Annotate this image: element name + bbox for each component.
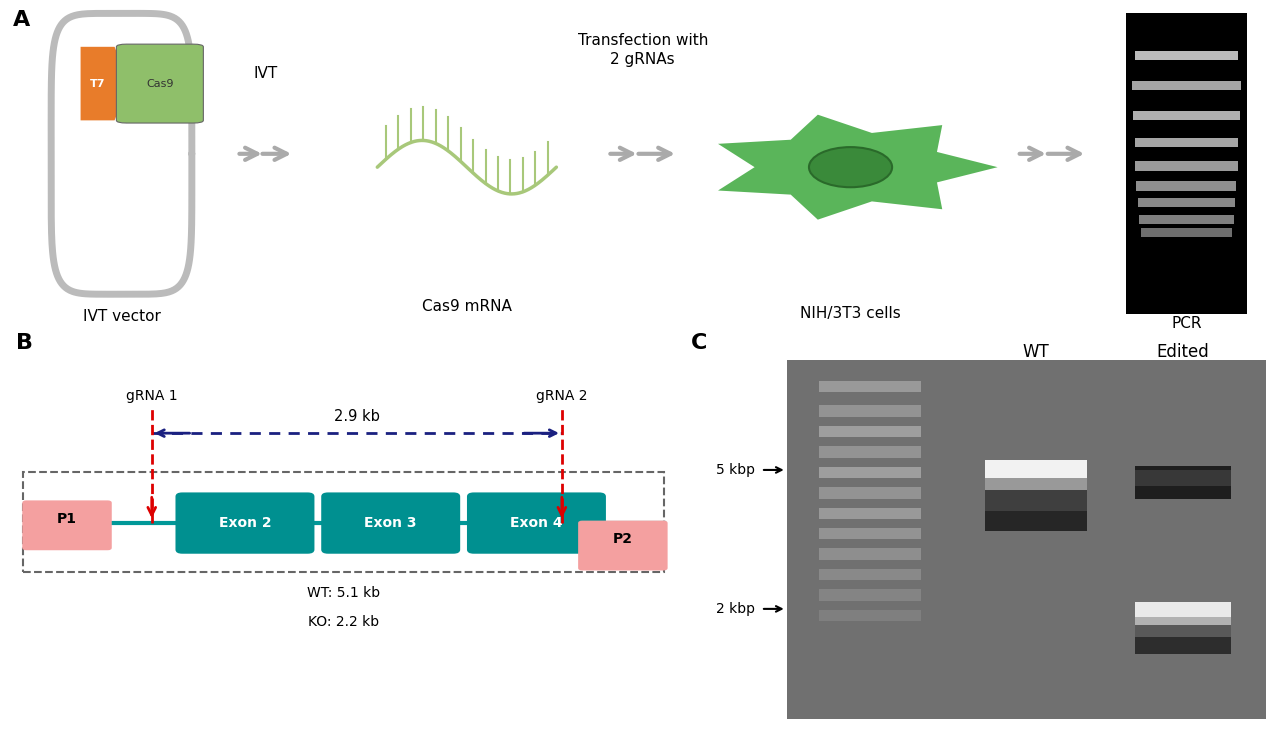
Text: 2.9 kb: 2.9 kb — [334, 409, 380, 424]
Bar — [1134, 161, 1238, 171]
Bar — [819, 610, 921, 621]
Bar — [1132, 81, 1241, 90]
Text: IVT vector: IVT vector — [83, 309, 160, 324]
Text: C: C — [691, 333, 707, 353]
Bar — [1136, 466, 1230, 499]
Bar — [819, 406, 921, 417]
Bar — [819, 467, 921, 478]
Text: PCR: PCR — [1172, 316, 1201, 331]
Bar — [985, 461, 1087, 490]
Bar — [1136, 470, 1230, 486]
FancyBboxPatch shape — [321, 493, 460, 554]
Text: P1: P1 — [58, 512, 77, 525]
Text: Cas9 mRNA: Cas9 mRNA — [422, 299, 512, 314]
Text: Edited: Edited — [1156, 343, 1210, 361]
Polygon shape — [718, 114, 998, 220]
Text: IVT: IVT — [253, 66, 278, 81]
FancyBboxPatch shape — [175, 493, 315, 554]
Text: A: A — [13, 10, 29, 30]
Text: B: B — [17, 333, 33, 353]
Text: Exon 2: Exon 2 — [219, 516, 271, 530]
Text: T7: T7 — [90, 79, 105, 88]
Bar — [1138, 198, 1234, 207]
Bar — [819, 589, 921, 600]
Bar — [1134, 51, 1238, 60]
Bar — [1136, 605, 1230, 654]
Text: 2 kbp: 2 kbp — [716, 602, 755, 616]
Text: 5 kbp: 5 kbp — [716, 463, 755, 477]
FancyBboxPatch shape — [1126, 13, 1247, 314]
Text: Exon 4: Exon 4 — [510, 516, 563, 530]
Bar — [819, 487, 921, 499]
Text: NIH/3T3 cells: NIH/3T3 cells — [801, 306, 900, 321]
Text: WT: 5.1 kb: WT: 5.1 kb — [307, 586, 380, 600]
FancyBboxPatch shape — [116, 44, 203, 123]
Bar — [819, 548, 921, 560]
Bar — [819, 426, 921, 437]
Bar — [1136, 603, 1230, 625]
Bar — [1141, 228, 1232, 237]
Bar — [985, 460, 1087, 478]
Bar — [819, 507, 921, 519]
Bar — [819, 381, 921, 392]
Text: KO: 2.2 kb: KO: 2.2 kb — [308, 615, 379, 629]
Bar — [819, 447, 921, 458]
Text: gRNA 1: gRNA 1 — [125, 389, 178, 403]
Text: P2: P2 — [613, 532, 633, 546]
Text: Transfection with
2 gRNAs: Transfection with 2 gRNAs — [578, 33, 707, 67]
Bar — [819, 569, 921, 580]
Bar — [1136, 602, 1230, 617]
Polygon shape — [81, 47, 129, 120]
Bar — [1134, 137, 1238, 147]
FancyBboxPatch shape — [22, 500, 111, 551]
Bar — [985, 470, 1087, 511]
Text: gRNA 2: gRNA 2 — [536, 389, 587, 403]
Bar — [1136, 603, 1230, 637]
Text: WT: WT — [1023, 343, 1049, 361]
FancyBboxPatch shape — [467, 493, 606, 554]
FancyBboxPatch shape — [578, 521, 668, 571]
Ellipse shape — [810, 147, 893, 187]
Bar — [985, 470, 1087, 531]
Bar — [819, 528, 921, 539]
Text: Exon 3: Exon 3 — [365, 516, 417, 530]
Bar — [1137, 181, 1236, 191]
Bar — [1138, 215, 1234, 224]
Text: Cas9: Cas9 — [146, 79, 174, 88]
Bar — [787, 360, 1266, 719]
Bar — [1133, 111, 1239, 120]
